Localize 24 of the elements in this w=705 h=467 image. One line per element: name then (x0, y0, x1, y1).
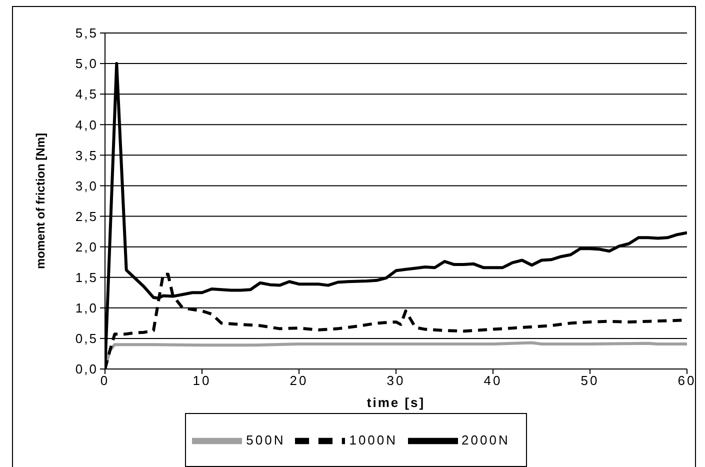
x-tick-label: 60 (678, 373, 696, 388)
x-tick-label: 50 (580, 373, 600, 388)
y-tick-label: 0,0 (75, 362, 98, 377)
y-tick-label: 2,5 (75, 208, 98, 224)
x-tick-label: 10 (192, 373, 212, 388)
y-tick-label: 3,5 (75, 148, 98, 163)
legend-label: 2000N (462, 432, 510, 448)
y-tick-label: 4,0 (75, 117, 98, 132)
y-tick-label: 4,5 (75, 86, 98, 102)
legend-label: 500N (246, 432, 286, 448)
x-axis-title: time [s] (366, 395, 426, 410)
x-tick-label: 20 (290, 373, 308, 388)
y-tick-label: 2,0 (75, 239, 98, 254)
y-tick-label: 5,5 (75, 26, 98, 41)
x-tick-label: 30 (386, 373, 406, 388)
y-axis-title: moment of friction [Nm] (33, 133, 48, 269)
y-tick-label: 5,0 (75, 56, 98, 72)
y-tick-label: 3,0 (75, 178, 98, 194)
legend-label: 1000N (349, 432, 398, 448)
y-tick-label: 1,5 (75, 270, 98, 285)
x-tick-label: 40 (484, 373, 502, 388)
y-tick-label: 0,5 (75, 331, 98, 346)
y-tick-label: 1,0 (75, 300, 98, 316)
x-tick-label: 0 (100, 373, 110, 388)
